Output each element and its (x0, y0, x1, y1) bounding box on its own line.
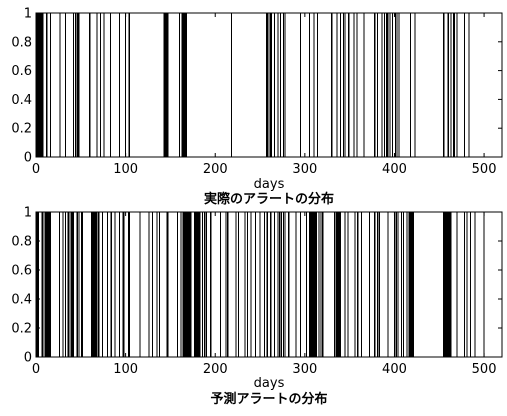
y-tick-label-1-0: 0 (24, 351, 32, 366)
x-tick-label-0-4: 400 (382, 162, 407, 177)
y-tick-label-1-1: 0.2 (11, 322, 32, 337)
x-tick-label-1-2: 200 (203, 362, 228, 377)
x-axis-label-1: days (254, 376, 285, 391)
x-tick-label-1-4: 400 (382, 362, 407, 377)
x-tick-label-1-1: 100 (113, 362, 138, 377)
x-tick-label-0-3: 300 (292, 162, 317, 177)
x-tick-label-0-2: 200 (203, 162, 228, 177)
y-tick-label-0-2: 0.4 (11, 93, 32, 108)
chart-caption-1: 予測アラートの分布 (210, 391, 327, 407)
x-tick-label-0-1: 100 (113, 162, 138, 177)
plot-frame-0 (35, 12, 503, 158)
y-tick-label-0-1: 0.2 (11, 122, 32, 137)
y-tick-label-1-4: 0.8 (11, 235, 32, 250)
plot-frame-1 (35, 211, 503, 358)
y-tick-label-0-4: 0.8 (11, 35, 32, 50)
x-tick-label-1-0: 0 (32, 362, 40, 377)
x-tick-label-1-5: 500 (472, 362, 497, 377)
y-tick-label-0-5: 1 (24, 7, 32, 22)
x-tick-label-1-3: 300 (292, 362, 317, 377)
x-tick-label-0-0: 0 (32, 162, 40, 177)
x-tick-label-0-5: 500 (472, 162, 497, 177)
y-tick-label-1-3: 0.6 (11, 264, 32, 279)
chart-caption-0: 実際のアラートの分布 (204, 191, 334, 207)
y-tick-label-1-5: 1 (24, 206, 32, 221)
x-axis-label-0: days (254, 177, 285, 192)
y-tick-label-0-0: 0 (24, 151, 32, 166)
y-tick-label-1-2: 0.4 (11, 293, 32, 308)
y-tick-label-0-3: 0.6 (11, 64, 32, 79)
